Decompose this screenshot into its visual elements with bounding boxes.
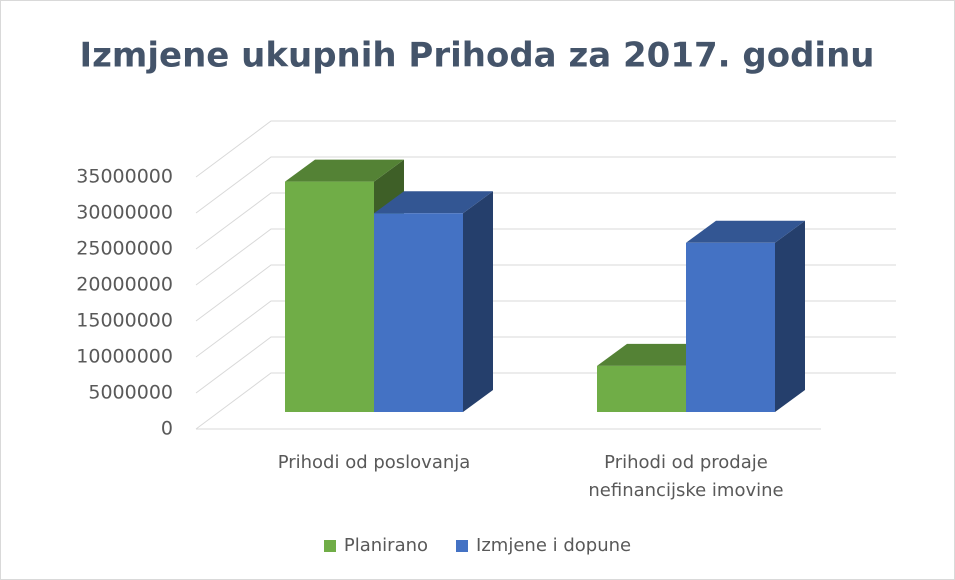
y-tick-label: 30000000 (76, 202, 173, 224)
bar-top (686, 220, 805, 243)
bar-side (463, 191, 493, 412)
y-tick-label: 0 (161, 418, 173, 440)
legend-item: Izmjene i dopune (456, 535, 631, 556)
legend-swatch (456, 539, 469, 552)
bar (285, 181, 374, 412)
legend-label: Planirano (343, 535, 429, 556)
bar-top (285, 159, 404, 182)
grid-line (195, 192, 896, 250)
legend-label: Izmjene i dopune (476, 535, 632, 556)
x-tick-label: Prihodi od poslovanja (277, 452, 471, 473)
bar-side (775, 220, 805, 412)
y-tick-label: 15000000 (76, 310, 173, 332)
grid-line (195, 228, 896, 286)
y-tick-label: 25000000 (76, 238, 173, 260)
grid-line (195, 120, 896, 178)
bar (686, 242, 775, 412)
grid-line (195, 156, 896, 214)
y-tick-label: 10000000 (76, 346, 173, 368)
legend-item: Planirano (323, 535, 429, 556)
chart-title: Izmjene ukupnih Prihoda za 2017. godinu (79, 36, 874, 76)
bar (374, 213, 463, 412)
bar-top (374, 191, 493, 214)
y-tick-label: 5000000 (88, 382, 173, 404)
legend: Planirano Izmjene i dopune (1, 535, 954, 556)
y-tick-label: 20000000 (76, 274, 173, 296)
bar (597, 365, 686, 412)
y-tick-label: 35000000 (76, 166, 173, 188)
legend-swatch (323, 539, 336, 552)
x-tick-label: Prihodi od prodaje nefinancijske imovine (588, 452, 784, 501)
